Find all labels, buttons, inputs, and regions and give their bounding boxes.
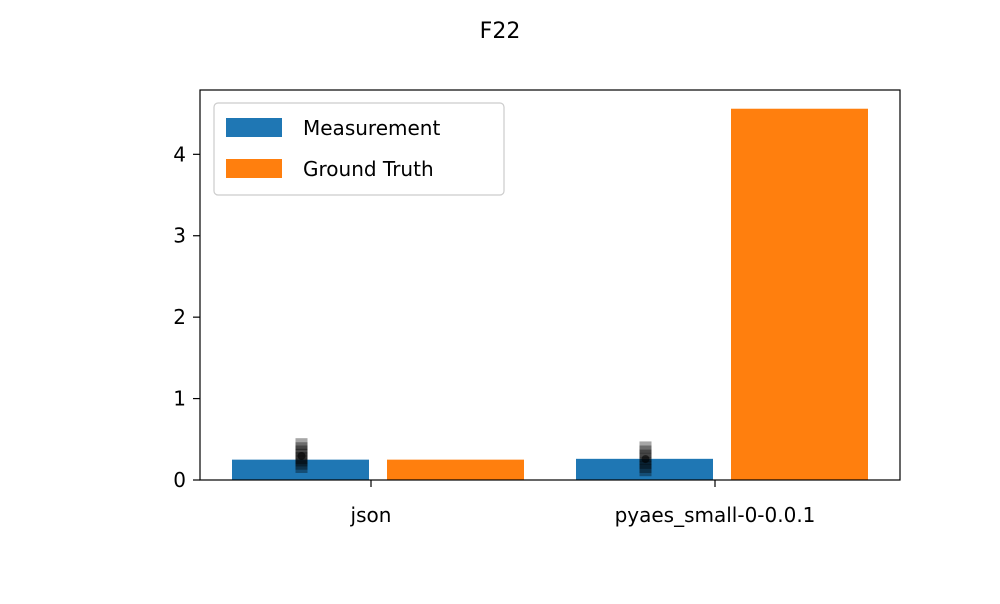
- error-marker-2-1: [639, 464, 652, 477]
- error-marker-2-7: [639, 441, 652, 454]
- y-tick-label-4: 4: [173, 142, 186, 166]
- bar-measurement-1: [232, 459, 369, 480]
- error-marker-mean-2: [641, 455, 650, 464]
- legend: Measurement Ground Truth: [213, 102, 505, 196]
- x-tick-label-1: json: [350, 503, 392, 527]
- error-marker-1-7: [295, 442, 308, 455]
- bar-ground-truth-2: [731, 108, 868, 481]
- y-tick-label-0: 0: [173, 468, 186, 492]
- bar-ground-truth-1: [387, 459, 524, 480]
- plot-frame: [199, 89, 901, 481]
- error-marker-1-1: [295, 460, 308, 473]
- error-marker-2-2: [639, 460, 652, 473]
- y-tick-label-3: 3: [173, 224, 186, 248]
- x-tick-label-2: pyaes_small-0-0.0.1: [615, 503, 816, 527]
- legend-label-measurement: Measurement: [303, 116, 440, 140]
- legend-swatch-measurement: [226, 118, 282, 137]
- y-tick-label-2: 2: [173, 305, 186, 329]
- chart-title: F22: [480, 19, 521, 44]
- error-marker-1-2: [295, 457, 308, 470]
- plot-area: 0 1 2 3 4 json pyaes_small-0-0.0.1: [173, 89, 901, 527]
- error-marker-mean-1: [297, 451, 306, 460]
- error-marker-2-6: [639, 445, 652, 458]
- bar-measurement-2: [576, 458, 713, 480]
- legend-swatch-ground-truth: [226, 159, 282, 178]
- error-marker-1-8: [295, 438, 308, 451]
- legend-label-ground-truth: Ground Truth: [303, 157, 434, 181]
- legend-box: [213, 102, 505, 196]
- y-tick-label-1: 1: [173, 387, 186, 411]
